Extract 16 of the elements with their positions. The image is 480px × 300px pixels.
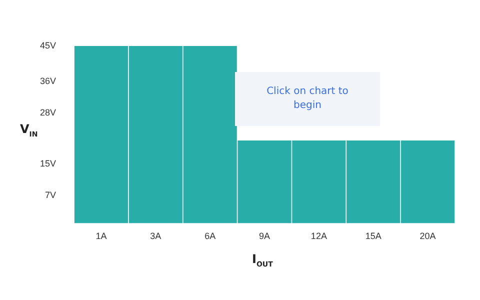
y-tick-label: 28V (40, 107, 56, 118)
y-tick-label: 7V (45, 190, 56, 200)
y-tick-label: 45V (40, 40, 56, 50)
x-tick-label: 15A (365, 231, 382, 242)
x-axis-title: I$_{OUT}$ (252, 252, 273, 268)
annotation: Click on chart to begin (266, 85, 350, 113)
y-tick-label: 36V (40, 76, 56, 86)
x-tick-label: 3A (150, 231, 162, 242)
x-tick-label: 12A (310, 231, 327, 242)
y-tick-label: 15V (40, 158, 56, 169)
x-tick-label: 6A (204, 231, 216, 242)
x-tick-label: 9A (259, 231, 270, 242)
x-tick-label: 1A (96, 231, 107, 242)
message-panel: Click on chart to begin (235, 72, 380, 126)
y-axis-title: V$_{IN}$ (20, 122, 38, 138)
x-tick-label: 20A (420, 231, 436, 242)
